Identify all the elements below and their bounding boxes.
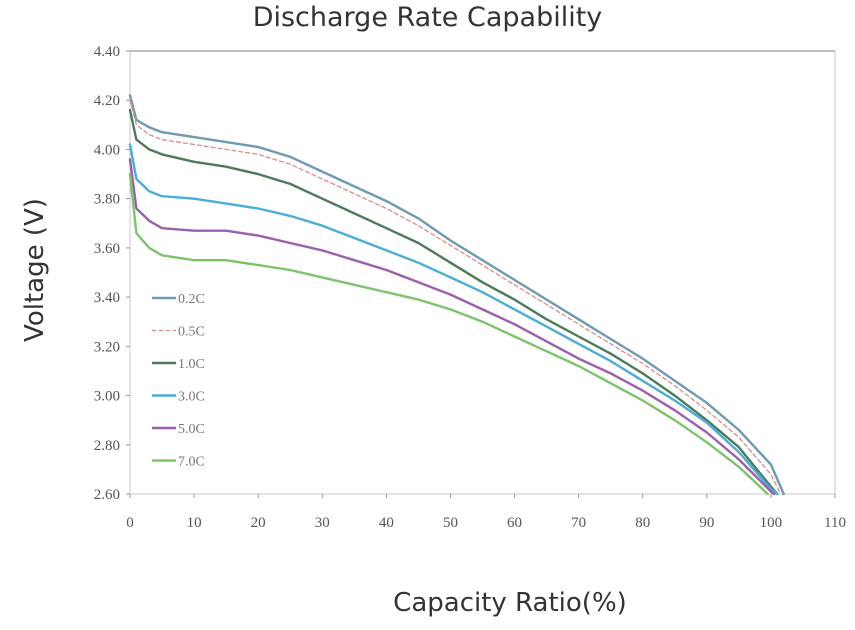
x-tick-label: 90 — [699, 515, 714, 531]
x-tick-label: 110 — [824, 515, 846, 531]
legend-label: 3.0C — [178, 390, 205, 405]
y-tick-label: 3.00 — [94, 389, 120, 405]
y-tick-label: 3.20 — [94, 339, 120, 355]
x-tick-label: 50 — [443, 515, 458, 531]
x-tick-label: 0 — [126, 515, 134, 531]
legend-label: 5.0C — [178, 422, 205, 437]
series-group — [128, 94, 785, 496]
legend: 0.2C 0.5C 1.0C 3.0C 5.0C 7.0C — [152, 292, 205, 470]
y-tick-label: 4.40 — [94, 44, 120, 60]
y-tick-label: 2.60 — [94, 487, 120, 503]
x-tick-label: 60 — [507, 515, 522, 531]
legend-label: 7.0C — [178, 455, 205, 470]
series-line-3-0C — [128, 143, 779, 496]
legend-label: 0.2C — [178, 292, 205, 307]
x-tick-label: 10 — [187, 515, 202, 531]
y-tick-label: 3.40 — [94, 290, 120, 306]
legend-label: 1.0C — [178, 357, 205, 372]
x-tick-label: 20 — [251, 515, 266, 531]
axes: 2.60 2.80 3.00 3.20 3.40 3.60 3.80 4.00 4.20 4.40… — [94, 44, 846, 531]
chart-title: Discharge Rate Capability — [252, 2, 603, 33]
y-tick-label: 4.00 — [94, 142, 120, 158]
x-axis-label: Capacity Ratio(%) — [393, 588, 627, 618]
series-line-1-0C — [128, 108, 779, 496]
y-tick-label: 4.20 — [94, 93, 120, 109]
y-tick-label: 3.60 — [94, 241, 120, 257]
plot-frame — [129, 50, 836, 495]
series-line-5-0C — [128, 158, 776, 496]
x-tick-label: 70 — [571, 515, 586, 531]
x-tick-label: 80 — [635, 515, 650, 531]
legend-label: 0.5C — [178, 325, 205, 340]
x-tick-label: 30 — [315, 515, 330, 531]
series-line-0-5C — [129, 99, 782, 495]
x-tick-label: 40 — [379, 515, 394, 531]
y-tick-label: 2.80 — [94, 438, 120, 454]
y-tick-label: 3.80 — [94, 192, 120, 208]
series-line-7-0C — [128, 172, 769, 496]
series-line-0-2C — [128, 94, 785, 496]
x-tick-label: 100 — [760, 515, 783, 531]
